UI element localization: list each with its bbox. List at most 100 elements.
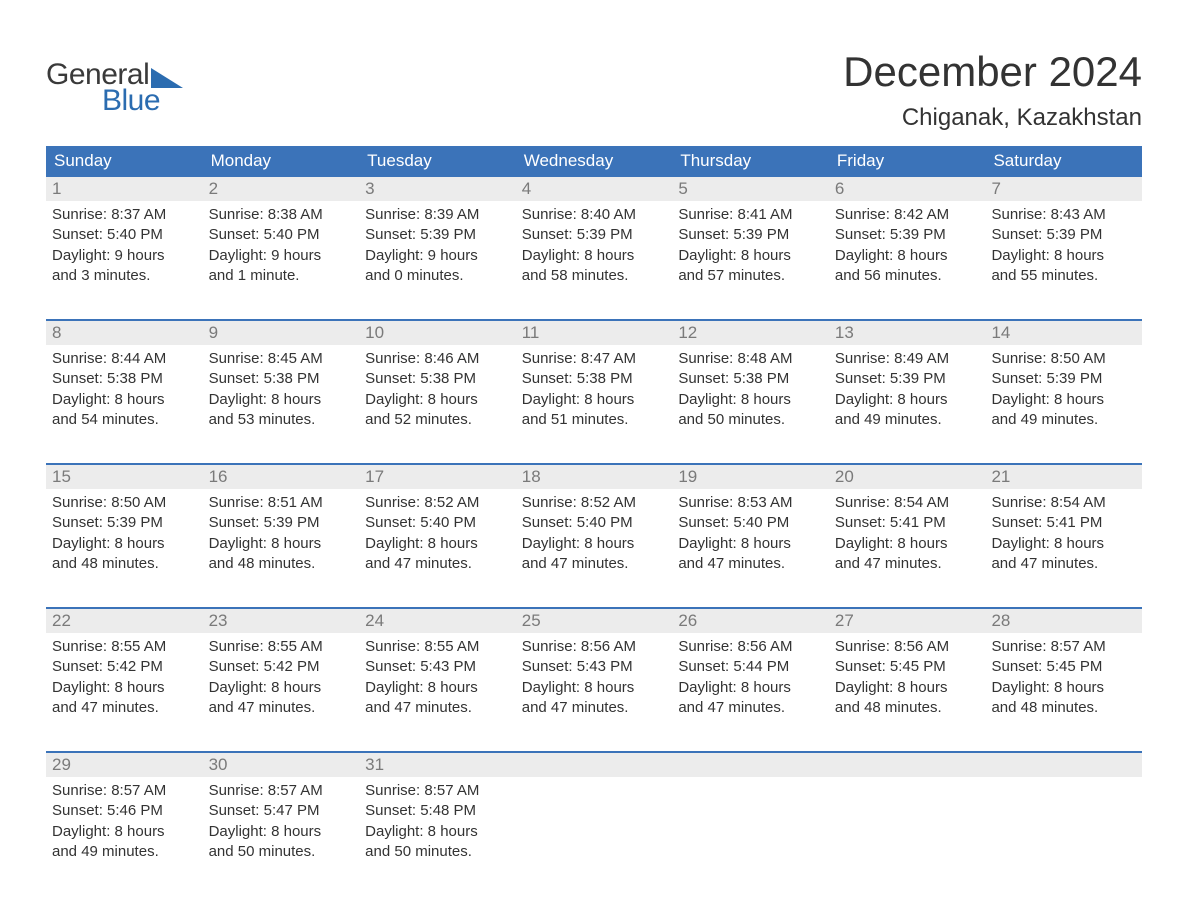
daylight-text-line2: and 50 minutes. [365, 842, 510, 862]
day-cell [672, 777, 829, 881]
sunset-text: Sunset: 5:44 PM [678, 657, 823, 677]
daylight-text-line1: Daylight: 8 hours [678, 246, 823, 266]
sunset-text: Sunset: 5:38 PM [678, 369, 823, 389]
daylight-text-line1: Daylight: 8 hours [835, 390, 980, 410]
day-cell: Sunrise: 8:38 AMSunset: 5:40 PMDaylight:… [203, 201, 360, 305]
calendar-week: 15161718192021Sunrise: 8:50 AMSunset: 5:… [46, 463, 1142, 593]
day-cell: Sunrise: 8:54 AMSunset: 5:41 PMDaylight:… [985, 489, 1142, 593]
day-number-row: 293031 [46, 753, 1142, 777]
day-cell: Sunrise: 8:56 AMSunset: 5:43 PMDaylight:… [516, 633, 673, 737]
daylight-text-line2: and 48 minutes. [835, 698, 980, 718]
sunset-text: Sunset: 5:43 PM [522, 657, 667, 677]
day-cell: Sunrise: 8:50 AMSunset: 5:39 PMDaylight:… [985, 345, 1142, 449]
day-cell: Sunrise: 8:42 AMSunset: 5:39 PMDaylight:… [829, 201, 986, 305]
day-number: 30 [203, 753, 360, 777]
sunset-text: Sunset: 5:39 PM [522, 225, 667, 245]
sunset-text: Sunset: 5:40 PM [209, 225, 354, 245]
sunset-text: Sunset: 5:45 PM [991, 657, 1136, 677]
calendar-week: 1234567Sunrise: 8:37 AMSunset: 5:40 PMDa… [46, 177, 1142, 305]
day-cell: Sunrise: 8:56 AMSunset: 5:44 PMDaylight:… [672, 633, 829, 737]
day-cell: Sunrise: 8:57 AMSunset: 5:48 PMDaylight:… [359, 777, 516, 881]
sunrise-text: Sunrise: 8:53 AM [678, 493, 823, 513]
title-block: December 2024 Chiganak, Kazakhstan [843, 30, 1142, 132]
calendar: Sunday Monday Tuesday Wednesday Thursday… [46, 146, 1142, 881]
day-cell: Sunrise: 8:46 AMSunset: 5:38 PMDaylight:… [359, 345, 516, 449]
day-number: 27 [829, 609, 986, 633]
daylight-text-line2: and 53 minutes. [209, 410, 354, 430]
day-cell: Sunrise: 8:44 AMSunset: 5:38 PMDaylight:… [46, 345, 203, 449]
daylight-text-line1: Daylight: 8 hours [209, 678, 354, 698]
day-header: Friday [829, 146, 986, 177]
day-cell: Sunrise: 8:52 AMSunset: 5:40 PMDaylight:… [359, 489, 516, 593]
day-header: Tuesday [359, 146, 516, 177]
daylight-text-line1: Daylight: 8 hours [835, 534, 980, 554]
daylight-text-line2: and 47 minutes. [991, 554, 1136, 574]
day-number: 16 [203, 465, 360, 489]
day-number: 21 [985, 465, 1142, 489]
daylight-text-line1: Daylight: 8 hours [522, 678, 667, 698]
daylight-text-line2: and 51 minutes. [522, 410, 667, 430]
day-cell: Sunrise: 8:52 AMSunset: 5:40 PMDaylight:… [516, 489, 673, 593]
day-cell: Sunrise: 8:47 AMSunset: 5:38 PMDaylight:… [516, 345, 673, 449]
day-number: 9 [203, 321, 360, 345]
daylight-text-line2: and 56 minutes. [835, 266, 980, 286]
day-number: 26 [672, 609, 829, 633]
day-number: 15 [46, 465, 203, 489]
sunrise-text: Sunrise: 8:46 AM [365, 349, 510, 369]
day-cell: Sunrise: 8:43 AMSunset: 5:39 PMDaylight:… [985, 201, 1142, 305]
sunset-text: Sunset: 5:41 PM [991, 513, 1136, 533]
day-number: 22 [46, 609, 203, 633]
daylight-text-line1: Daylight: 8 hours [522, 246, 667, 266]
sunrise-text: Sunrise: 8:57 AM [991, 637, 1136, 657]
daylight-text-line2: and 0 minutes. [365, 266, 510, 286]
day-number: 12 [672, 321, 829, 345]
day-number-row: 1234567 [46, 177, 1142, 201]
day-number: 24 [359, 609, 516, 633]
day-number: 11 [516, 321, 673, 345]
sunrise-text: Sunrise: 8:56 AM [678, 637, 823, 657]
sunset-text: Sunset: 5:39 PM [52, 513, 197, 533]
day-number-row: 22232425262728 [46, 609, 1142, 633]
day-header: Wednesday [516, 146, 673, 177]
sunset-text: Sunset: 5:39 PM [365, 225, 510, 245]
daylight-text-line1: Daylight: 8 hours [522, 534, 667, 554]
sunset-text: Sunset: 5:39 PM [835, 225, 980, 245]
sunset-text: Sunset: 5:45 PM [835, 657, 980, 677]
sunrise-text: Sunrise: 8:48 AM [678, 349, 823, 369]
sunset-text: Sunset: 5:38 PM [209, 369, 354, 389]
sunrise-text: Sunrise: 8:50 AM [991, 349, 1136, 369]
day-number: 25 [516, 609, 673, 633]
day-number: 20 [829, 465, 986, 489]
daylight-text-line2: and 49 minutes. [52, 842, 197, 862]
daylight-text-line1: Daylight: 8 hours [209, 534, 354, 554]
daylight-text-line1: Daylight: 8 hours [365, 822, 510, 842]
sunrise-text: Sunrise: 8:37 AM [52, 205, 197, 225]
day-cell [516, 777, 673, 881]
sunset-text: Sunset: 5:39 PM [991, 225, 1136, 245]
daylight-text-line2: and 47 minutes. [835, 554, 980, 574]
day-cell: Sunrise: 8:57 AMSunset: 5:47 PMDaylight:… [203, 777, 360, 881]
day-body-row: Sunrise: 8:57 AMSunset: 5:46 PMDaylight:… [46, 777, 1142, 881]
day-cell: Sunrise: 8:37 AMSunset: 5:40 PMDaylight:… [46, 201, 203, 305]
day-cell: Sunrise: 8:56 AMSunset: 5:45 PMDaylight:… [829, 633, 986, 737]
daylight-text-line2: and 49 minutes. [835, 410, 980, 430]
sunrise-text: Sunrise: 8:47 AM [522, 349, 667, 369]
daylight-text-line1: Daylight: 8 hours [52, 390, 197, 410]
day-cell: Sunrise: 8:41 AMSunset: 5:39 PMDaylight:… [672, 201, 829, 305]
day-cell: Sunrise: 8:57 AMSunset: 5:45 PMDaylight:… [985, 633, 1142, 737]
day-cell: Sunrise: 8:48 AMSunset: 5:38 PMDaylight:… [672, 345, 829, 449]
day-number: 8 [46, 321, 203, 345]
daylight-text-line1: Daylight: 8 hours [209, 822, 354, 842]
day-cell: Sunrise: 8:39 AMSunset: 5:39 PMDaylight:… [359, 201, 516, 305]
day-number: 14 [985, 321, 1142, 345]
sunrise-text: Sunrise: 8:54 AM [991, 493, 1136, 513]
location-label: Chiganak, Kazakhstan [843, 104, 1142, 132]
daylight-text-line1: Daylight: 8 hours [365, 534, 510, 554]
day-number: 4 [516, 177, 673, 201]
sunrise-text: Sunrise: 8:39 AM [365, 205, 510, 225]
day-cell: Sunrise: 8:45 AMSunset: 5:38 PMDaylight:… [203, 345, 360, 449]
day-number [829, 753, 986, 777]
sunset-text: Sunset: 5:43 PM [365, 657, 510, 677]
day-cell: Sunrise: 8:55 AMSunset: 5:42 PMDaylight:… [46, 633, 203, 737]
day-number: 7 [985, 177, 1142, 201]
